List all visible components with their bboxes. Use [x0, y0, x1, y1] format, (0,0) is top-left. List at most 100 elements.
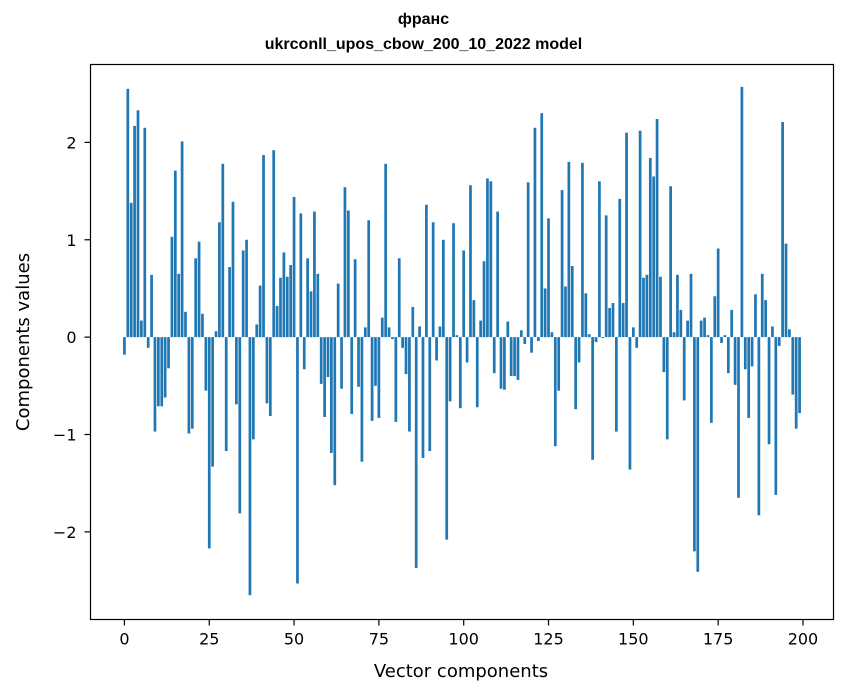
bar — [428, 337, 432, 452]
bar — [489, 181, 493, 338]
bar — [635, 337, 639, 348]
bar — [492, 337, 496, 374]
bar — [628, 337, 632, 470]
plot-frame — [89, 63, 835, 621]
bar — [431, 222, 435, 338]
bar — [177, 273, 181, 338]
y-tick-label: −2 — [53, 523, 77, 542]
bar — [319, 337, 323, 384]
x-tick-label: 150 — [618, 630, 649, 649]
bar — [299, 213, 303, 338]
bar — [740, 86, 744, 338]
bar — [781, 121, 784, 338]
bar — [323, 337, 326, 417]
bar — [703, 317, 706, 338]
y-tick-label: 1 — [66, 231, 76, 250]
chart-subtitle: ukrconll_upos_cbow_200_10_2022 model — [264, 36, 583, 53]
bar — [771, 326, 774, 338]
bar — [126, 88, 130, 338]
bar — [262, 155, 265, 338]
bar — [380, 317, 384, 338]
bar — [374, 337, 377, 386]
bar — [316, 273, 320, 338]
bar — [618, 198, 622, 338]
bar — [370, 337, 374, 421]
bar — [655, 119, 659, 338]
bar — [387, 327, 391, 338]
y-tick-label: 2 — [66, 133, 76, 152]
bar — [146, 337, 150, 348]
x-tick-label: 50 — [284, 630, 304, 649]
bar — [767, 337, 771, 445]
bar — [526, 182, 530, 338]
x-tick-label: 75 — [369, 630, 389, 649]
bar — [560, 190, 564, 338]
x-tick-label: 25 — [199, 630, 219, 649]
bar — [726, 337, 730, 374]
bar — [757, 337, 761, 516]
bar — [516, 337, 520, 380]
bar — [550, 332, 554, 338]
bar — [313, 211, 316, 338]
bar — [503, 337, 506, 390]
bar — [180, 141, 184, 338]
bar — [282, 252, 286, 338]
bar — [377, 337, 381, 418]
bar — [564, 286, 567, 338]
bar — [648, 157, 652, 338]
bar — [207, 337, 211, 549]
bar — [699, 320, 703, 338]
bar — [665, 337, 669, 440]
bar — [777, 337, 781, 346]
bar — [788, 329, 791, 338]
bar — [469, 185, 472, 338]
bar — [384, 163, 388, 338]
bar — [187, 337, 191, 434]
bar — [255, 324, 259, 338]
bar — [625, 132, 628, 338]
bar — [190, 337, 194, 429]
bar — [452, 223, 455, 338]
bar — [567, 161, 571, 338]
bar — [754, 294, 757, 338]
bar-series — [123, 86, 801, 596]
bar — [143, 127, 147, 338]
bar — [129, 202, 133, 338]
bar — [520, 330, 523, 338]
bar — [669, 186, 673, 338]
x-tick-label: 0 — [119, 630, 129, 649]
bar — [716, 248, 720, 338]
bar — [496, 211, 499, 338]
bar — [251, 337, 255, 440]
bar — [357, 337, 360, 387]
bar — [631, 327, 635, 338]
bar — [445, 337, 449, 540]
bar — [696, 337, 700, 572]
bar — [418, 326, 421, 338]
bar — [693, 337, 696, 552]
bar — [676, 274, 679, 338]
bar — [336, 283, 340, 338]
bar — [784, 243, 788, 338]
bar — [642, 277, 645, 338]
bar — [404, 337, 408, 375]
chart-title: франс — [397, 11, 450, 28]
x-tick-label: 200 — [788, 630, 819, 649]
bar — [499, 337, 503, 389]
bar — [438, 326, 442, 338]
bar — [279, 277, 282, 338]
bar — [275, 305, 279, 338]
bar — [245, 239, 248, 338]
bar — [346, 210, 350, 338]
bar — [710, 337, 713, 423]
bar — [218, 222, 221, 338]
bar — [408, 337, 411, 432]
bar — [594, 337, 598, 342]
y-axis: −2 −1 0 1 2 — [53, 133, 91, 542]
bar — [540, 113, 544, 338]
bar — [153, 337, 157, 432]
bar — [591, 337, 594, 460]
bar — [581, 162, 584, 338]
bar — [486, 178, 489, 338]
bar — [509, 337, 513, 377]
